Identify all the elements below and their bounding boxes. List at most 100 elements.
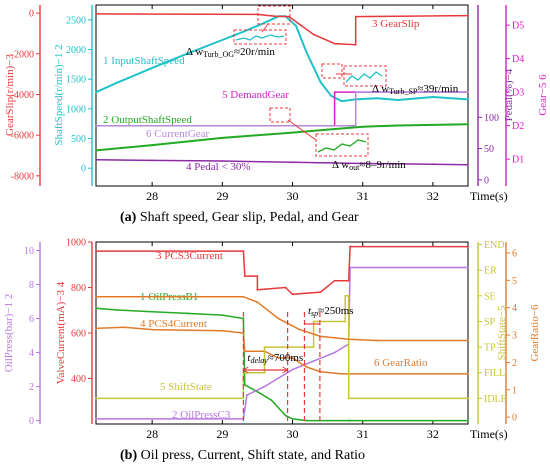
data-point	[263, 371, 266, 374]
series-label: 6 GearRatio	[374, 357, 428, 369]
data-point	[375, 339, 378, 342]
y-tick-label: SE	[484, 291, 496, 302]
zoom-curve	[317, 139, 367, 153]
data-point	[349, 245, 351, 248]
series-label: 5 DemandGear	[222, 89, 289, 101]
data-point	[347, 397, 350, 400]
panel-a: 28 29 30 31 32 Time(s) 0 -2000 -4000 -6000 -8000 Ge…	[4, 4, 549, 203]
data-point	[432, 96, 434, 98]
y-tick-label: FILL	[484, 368, 505, 379]
data-point	[295, 24, 297, 27]
data-point	[277, 317, 280, 320]
x-tick-label: 31	[357, 189, 369, 203]
data-point	[312, 33, 315, 36]
y-tick-label: 50	[484, 144, 494, 155]
x-tick-label: 29	[216, 189, 228, 203]
caption-b-text: Oil press, Current, Shift state, and Rat…	[137, 448, 365, 463]
series-line	[96, 91, 468, 127]
annotation-part: Turb_SP	[389, 87, 418, 96]
data-point	[467, 98, 469, 101]
y-tick-label: -2000	[11, 49, 34, 60]
data-point	[221, 137, 224, 139]
series-line	[95, 326, 468, 375]
y-tick-label: -6000	[11, 131, 34, 142]
annotation-zoom-box	[343, 65, 387, 87]
y-tick-label: 10	[24, 246, 34, 257]
data-point	[242, 295, 245, 298]
y-tick-label: D5	[512, 21, 524, 32]
y-tick-label: TP	[484, 343, 496, 354]
annotation-zoom-box	[315, 133, 369, 157]
data-point	[467, 419, 469, 422]
data-point	[243, 384, 246, 386]
data-point	[354, 15, 357, 18]
y-tick-label: ER	[484, 266, 497, 277]
data-point	[151, 159, 154, 162]
annotation-out: Δ wout≈8–9r/min	[332, 159, 406, 172]
data-point	[242, 30, 245, 33]
y-tick-label: 4	[29, 348, 34, 359]
data-point	[319, 81, 322, 83]
y-tick-label: 3	[512, 331, 517, 342]
x-tick-label: 29	[216, 427, 228, 441]
data-point	[186, 52, 189, 55]
data-point	[312, 320, 315, 323]
data-point	[221, 314, 224, 316]
y-tick-label: 0	[29, 416, 34, 427]
data-point	[256, 390, 259, 393]
y-axis-title: ShiftState−5	[496, 305, 508, 361]
annotation-part: ≈700ms	[268, 352, 303, 364]
y-axis-title: ShaftSpeed(r/min)−1 2	[53, 44, 65, 145]
data-point	[333, 91, 336, 93]
annotation-turb-sp: Δ wTurb_SP≈39r/min	[372, 83, 459, 96]
data-point	[305, 419, 308, 422]
y-tick-label: 0	[512, 413, 517, 424]
data-point	[291, 161, 294, 164]
data-point	[467, 373, 469, 375]
y-tick-label: 1000	[66, 104, 86, 115]
y-tick-label: SP	[484, 317, 496, 328]
data-point	[95, 91, 97, 94]
annotation-part: ≈20r/min	[234, 46, 275, 58]
data-point	[151, 328, 154, 331]
data-point	[354, 43, 357, 46]
data-point	[95, 397, 97, 400]
data-point	[263, 346, 266, 348]
series-label: 2 OutputShaftSpeed	[103, 114, 192, 126]
data-point	[347, 338, 350, 341]
x-tick-label: 28	[146, 427, 158, 441]
data-point	[288, 15, 290, 18]
arrow-head	[242, 366, 249, 374]
data-point	[95, 295, 97, 298]
data-point	[333, 351, 336, 354]
data-point	[354, 124, 357, 127]
data-point	[361, 162, 364, 165]
series-line	[95, 307, 468, 422]
caption-a-text: Shaft speed, Gear slip, Pedal, and Gear	[136, 210, 359, 225]
y-tick-label: 6	[29, 314, 34, 325]
annotation-part: Turb_OG	[203, 50, 234, 59]
y-tick-label: 2	[29, 382, 34, 393]
data-point	[291, 357, 294, 359]
data-point	[95, 13, 97, 15]
annotation-part: t	[308, 305, 312, 317]
data-point	[344, 294, 347, 297]
y-tick-label: 8	[29, 280, 34, 291]
data-point	[242, 317, 245, 320]
data-point	[151, 310, 154, 313]
data-point	[263, 21, 266, 24]
caption-b: (b) Oil press, Current, Shift state, and…	[120, 448, 365, 463]
series-label: 5 ShiftState	[160, 381, 212, 393]
series-label: 3 PCS3Current	[156, 250, 223, 262]
x-tick-label: 30	[287, 427, 299, 441]
data-point	[95, 124, 97, 127]
data-point	[291, 293, 294, 296]
data-point	[263, 385, 266, 388]
series-label: 3 GearSlip	[372, 18, 420, 30]
data-point	[95, 307, 97, 310]
data-point	[256, 288, 259, 291]
y-tick-label: 400	[71, 374, 86, 385]
data-point	[467, 339, 469, 342]
annotation-part: ≈250ms	[318, 305, 353, 317]
annotation-turb-og: Δ wTurb_OG≈20r/min	[186, 46, 275, 59]
